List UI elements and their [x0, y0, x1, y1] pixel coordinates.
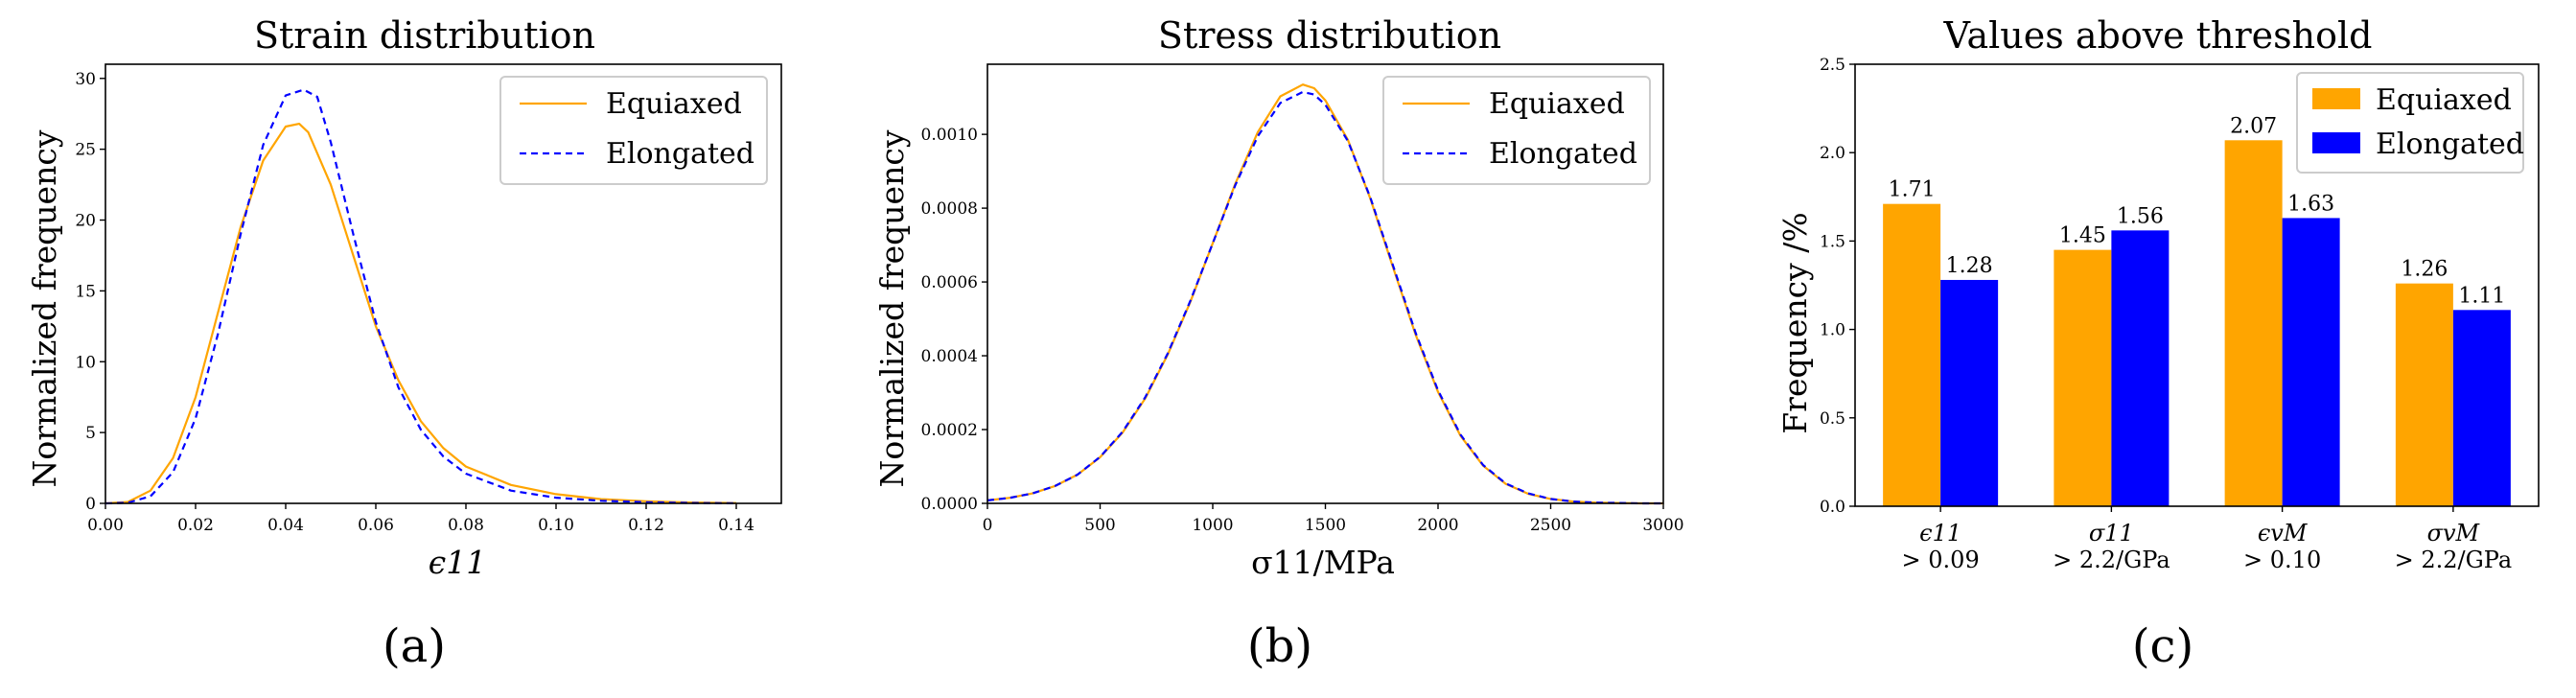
strain-y-tick-label: 15: [75, 282, 96, 301]
threshold-y-tick-label: 0.0: [1820, 498, 1845, 517]
threshold-bar-value-label: 1.26: [2401, 258, 2448, 282]
threshold-bar-equiaxed: [2054, 249, 2112, 506]
strain-x-tick-label: 0.06: [358, 516, 394, 535]
stress-y-tick-label: 0.0004: [921, 347, 978, 366]
strain-chart-title: Strain distribution: [254, 14, 595, 57]
strain-series-equiaxed-line: [104, 123, 737, 505]
panel-label-c: (c): [2132, 619, 2193, 673]
threshold-y-tick-label: 1.0: [1820, 321, 1845, 340]
strain-x-tick-label: 0.02: [177, 516, 214, 535]
strain-y-tick-label: 20: [75, 212, 96, 231]
threshold-y-tick-label: 0.5: [1820, 409, 1845, 429]
stress-y-tick-label: 0.0010: [921, 126, 978, 145]
stress-chart: Stress distribution 0 500 1000 1500 2000 2500…: [873, 14, 1684, 673]
threshold-bar-elongated: [1940, 279, 1999, 506]
threshold-category-condition: > 2.2/GPa: [2395, 547, 2513, 573]
strain-x-tick-label: 0.04: [267, 516, 304, 535]
threshold-plot-frame: [1854, 63, 2540, 507]
strain-chart: Strain distribution 0.00 0.02 0.04 0.06 0.08…: [26, 14, 782, 673]
threshold-legend-equiaxed-swatch: [2312, 88, 2360, 109]
threshold-bar-value-label: 1.28: [1946, 254, 1993, 278]
strain-x-tick-label: 0.10: [538, 516, 574, 535]
strain-y-tick-label: 0: [85, 495, 96, 514]
threshold-category-condition: > 0.09: [1902, 547, 1980, 573]
threshold-bar-equiaxed: [1883, 203, 1941, 506]
stress-x-tick-label: 2000: [1417, 516, 1458, 535]
threshold-category-label: σvM: [2427, 520, 2481, 547]
stress-x-axis-label: σ11/MPa: [1251, 544, 1395, 581]
stress-plot-frame: [986, 63, 1664, 504]
threshold-y-tick-label: 1.5: [1820, 232, 1845, 251]
strain-y-axis-label: Normalized frequency: [26, 129, 63, 487]
threshold-y-axis-label: Frequency /%: [1776, 212, 1814, 433]
stress-y-tick-label: 0.0000: [921, 495, 978, 514]
threshold-legend-equiaxed-label: Equiaxed: [2376, 83, 2512, 117]
strain-legend-elongated-label: Elongated: [606, 137, 754, 171]
threshold-bar-value-label: 1.71: [1889, 178, 1936, 202]
stress-series-elongated-line: [986, 90, 1663, 505]
strain-plot-frame: [104, 63, 782, 504]
stress-x-tick-label: 1000: [1192, 516, 1233, 535]
strain-legend: Equiaxed Elongated: [499, 76, 768, 185]
stress-y-tick-label: 0.0006: [921, 273, 978, 292]
panel-label-a: (a): [383, 619, 446, 673]
stress-y-axis-label: Normalized frequency: [873, 129, 911, 487]
strain-y-tick-label: 30: [75, 70, 96, 89]
threshold-bar-value-label: 2.07: [2230, 114, 2277, 138]
threshold-y-tick-label: 2.5: [1820, 56, 1845, 75]
threshold-legend-elongated-swatch: [2312, 132, 2360, 153]
strain-y-tick-label: 10: [75, 353, 96, 372]
threshold-bar-elongated: [2282, 218, 2340, 507]
strain-legend-equiaxed-label: Equiaxed: [606, 87, 742, 121]
threshold-bar-elongated: [2111, 230, 2170, 506]
strain-series-elongated-line: [104, 88, 737, 505]
stress-chart-title: Stress distribution: [1158, 14, 1501, 57]
threshold-legend-elongated-label: Elongated: [2376, 128, 2524, 161]
strain-x-tick-label: 0.00: [87, 516, 124, 535]
threshold-bar-equiaxed: [2224, 140, 2283, 507]
strain-x-tick-label: 0.14: [718, 516, 754, 535]
stress-x-tick-label: 2500: [1530, 516, 1571, 535]
stress-x-tick-label: 0: [983, 516, 993, 535]
stress-x-tick-label: 500: [1084, 516, 1115, 535]
threshold-legend: Equiaxed Elongated: [2296, 72, 2524, 174]
threshold-category-condition: > 2.2/GPa: [2053, 547, 2170, 573]
stress-x-tick-label: 3000: [1642, 516, 1683, 535]
threshold-category-label: ϵvM: [2258, 520, 2309, 547]
threshold-category-label: σ11: [2089, 520, 2134, 547]
stress-x-tick-label: 1500: [1305, 516, 1346, 535]
threshold-category-condition: > 0.10: [2243, 547, 2321, 573]
strain-x-tick-label: 0.12: [628, 516, 664, 535]
threshold-bar-elongated: [2452, 310, 2511, 506]
threshold-chart-title: Values above threshold: [1943, 14, 2373, 57]
threshold-category-label: ϵ11: [1919, 520, 1961, 547]
threshold-y-tick-label: 2.0: [1820, 144, 1845, 163]
threshold-bar-value-label: 1.45: [2059, 224, 2106, 248]
strain-x-tick-label: 0.08: [448, 516, 484, 535]
strain-y-tick-label: 5: [85, 424, 96, 443]
stress-legend-equiaxed-label: Equiaxed: [1489, 87, 1625, 121]
strain-y-tick-label: 25: [75, 141, 96, 160]
stress-legend-elongated-label: Elongated: [1489, 137, 1637, 171]
strain-x-axis-label: ϵ11: [429, 544, 486, 581]
threshold-bar-value-label: 1.56: [2117, 204, 2164, 228]
threshold-bar-equiaxed: [2395, 283, 2453, 506]
stress-legend: Equiaxed Elongated: [1382, 76, 1651, 185]
panel-label-b: (b): [1247, 619, 1312, 673]
threshold-bar-value-label: 1.11: [2458, 284, 2505, 308]
threshold-chart: Values above threshold 0.0 0.5 1.0 1.5 2.0 2.…: [1776, 14, 2540, 673]
stress-y-tick-label: 0.0002: [921, 421, 978, 440]
threshold-bar-value-label: 1.63: [2287, 192, 2334, 216]
stress-y-tick-label: 0.0008: [921, 199, 978, 219]
